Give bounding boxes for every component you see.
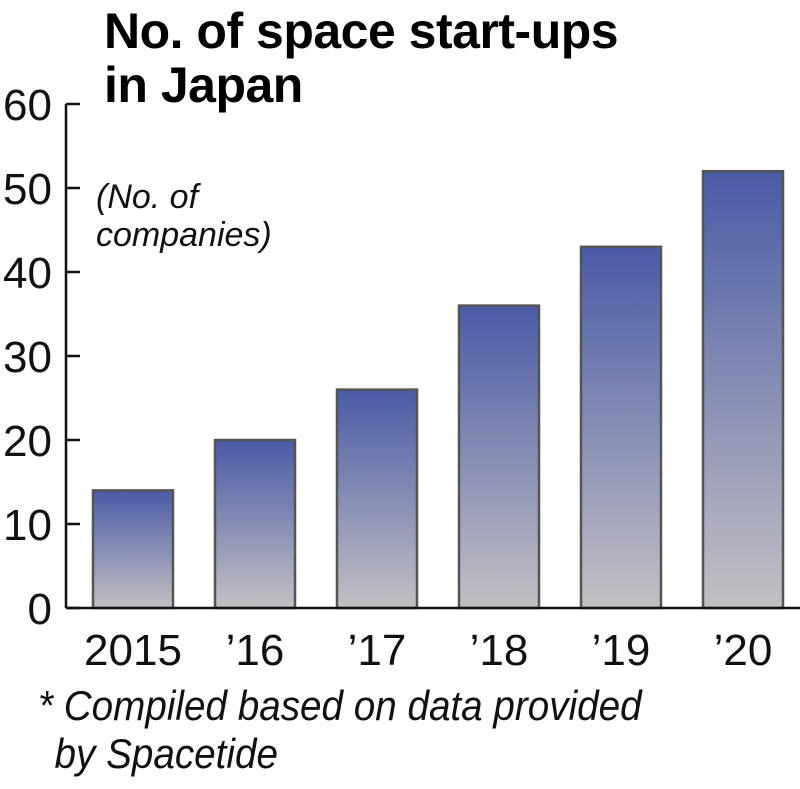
y-tick-label: 40 (3, 249, 52, 298)
y-tick-label: 10 (3, 501, 52, 550)
y-tick-label: 30 (3, 333, 52, 382)
chart-title-line-2: in Japan (104, 57, 303, 113)
y-tick-label: 0 (28, 585, 52, 634)
unit-line-1: (No. of (96, 178, 199, 216)
source-note-line-2: by Spacetide (54, 730, 278, 777)
chart-title-line-1: No. of space start-ups (104, 3, 619, 59)
bar (91, 489, 175, 610)
bar (457, 304, 541, 610)
x-tick-label: ’18 (470, 626, 529, 675)
bar (701, 169, 785, 610)
bar (579, 245, 663, 610)
source-note-line-1: * Compiled based on data provided (38, 682, 642, 729)
x-tick-label: ’17 (348, 626, 407, 675)
unit-line-2: companies) (96, 216, 272, 254)
y-axis: 0 10 20 30 40 50 60 (3, 81, 80, 634)
x-tick-label: 2015 (84, 626, 182, 675)
x-tick-label: ’19 (592, 626, 651, 675)
x-axis: 2015 ’16 ’17 ’18 ’19 ’20 (66, 606, 800, 675)
bar (213, 438, 297, 610)
source-note: * Compiled based on data provided by Spa… (38, 682, 642, 778)
chart-title: No. of space start-ups in Japan (104, 3, 619, 113)
y-tick-label: 60 (3, 81, 52, 130)
x-tick-label: ’20 (714, 626, 773, 675)
y-tick-label: 50 (3, 165, 52, 214)
bars (91, 169, 785, 610)
y-tick-label: 20 (3, 417, 52, 466)
bar (335, 388, 419, 610)
y-axis-unit-label: (No. of companies) (96, 178, 272, 254)
x-tick-label: ’16 (226, 626, 285, 675)
